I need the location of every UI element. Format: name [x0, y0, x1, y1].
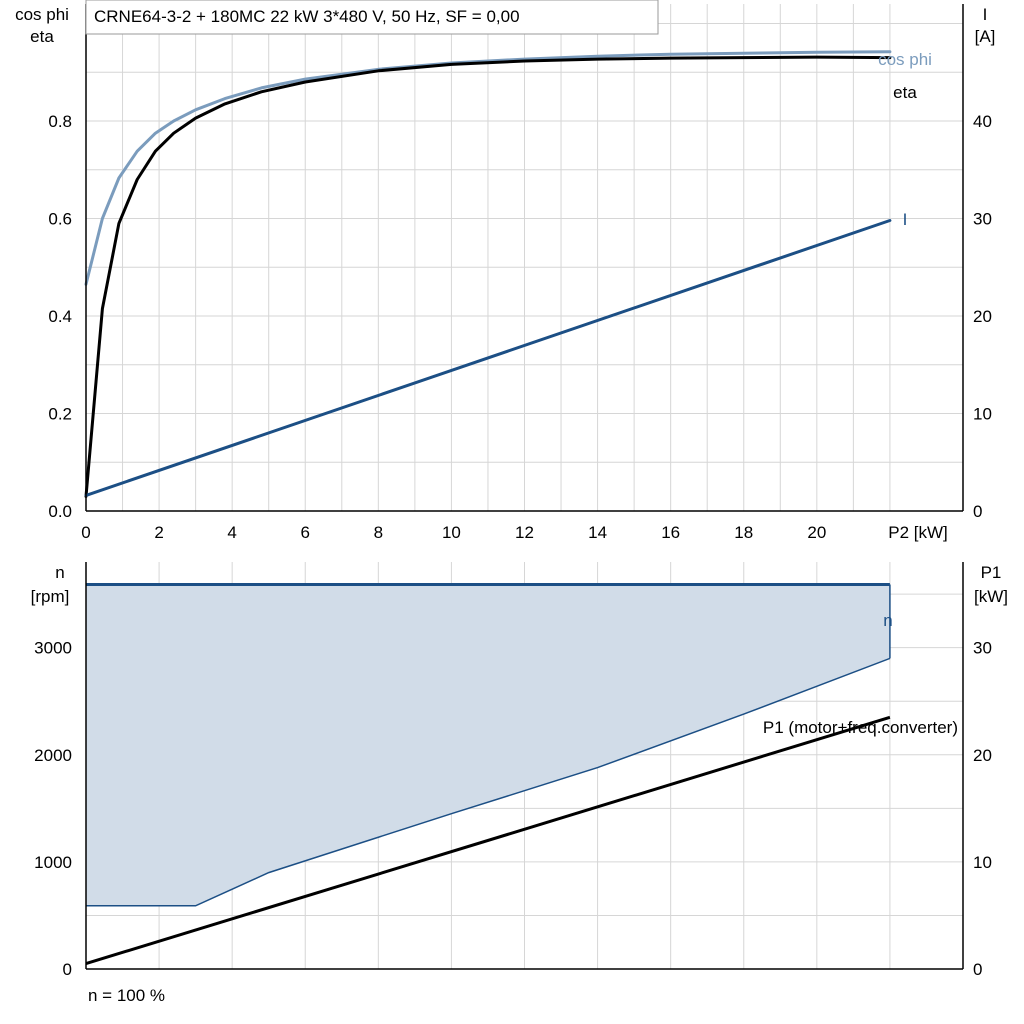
- right-axis-label-i: I: [983, 5, 988, 24]
- top-x-tick-label: 14: [588, 523, 607, 542]
- operating-range-area: [86, 584, 890, 906]
- top-x-tick-label: 18: [734, 523, 753, 542]
- top-series: [84, 50, 892, 498]
- top-left-tick-label: 0.0: [48, 502, 72, 521]
- top-x-tick-label: 12: [515, 523, 534, 542]
- bottom-series: [85, 583, 891, 966]
- current-curve: [84, 219, 892, 497]
- top-x-tick-label: 8: [374, 523, 383, 542]
- top-x-tick-label: 10: [442, 523, 461, 542]
- operating-range-lower-boundary: [86, 657, 891, 907]
- chart-title: CRNE64-3-2 + 180MC 22 kW 3*480 V, 50 Hz,…: [94, 7, 520, 26]
- top-grid: [86, 4, 963, 511]
- efficiency-current-panel: 0 2 4 6 8 10 12 14 16 18 20 0.0 0.2 0.4 0.6 0.8 0 10 20 30 4…: [15, 0, 995, 542]
- left-axis-label-rpm: [rpm]: [31, 587, 70, 606]
- top-x-tick-label: 0: [81, 523, 90, 542]
- top-right-tick-label: 40: [973, 112, 992, 131]
- bottom-tick-labels: 0 1000 2000 3000 0 10 20 30: [34, 639, 992, 979]
- top-x-tick-label: 20: [807, 523, 826, 542]
- series-label-p1: P1 (motor+freq.converter): [763, 718, 958, 737]
- eta-curve: [84, 55, 892, 498]
- top-x-tick-label: 2: [154, 523, 163, 542]
- bottom-right-tick-label: 30: [973, 639, 992, 658]
- top-left-tick-label: 0.2: [48, 405, 72, 424]
- top-left-tick-label: 0.4: [48, 307, 72, 326]
- bottom-left-tick-label: 3000: [34, 639, 72, 658]
- p1-power-curve: [85, 715, 891, 966]
- top-left-tick-label: 0.8: [48, 112, 72, 131]
- bottom-right-tick-label: 20: [973, 746, 992, 765]
- bottom-left-tick-label: 2000: [34, 746, 72, 765]
- top-x-tick-label: 4: [227, 523, 236, 542]
- right-axis-label-kw: [kW]: [974, 587, 1008, 606]
- top-right-tick-label: 30: [973, 210, 992, 229]
- series-label-cosphi: cos phi: [878, 50, 932, 69]
- speed-footnote: n = 100 %: [88, 986, 165, 1005]
- series-label-speed: n: [883, 611, 892, 630]
- top-right-tick-label: 0: [973, 502, 982, 521]
- title-box: [85, 0, 659, 35]
- top-x-tick-label: 6: [301, 523, 310, 542]
- top-x-tick-label: 16: [661, 523, 680, 542]
- bottom-left-tick-label: 1000: [34, 853, 72, 872]
- left-axis-label-eta: eta: [30, 27, 54, 46]
- top-tick-labels: 0 2 4 6 8 10 12 14 16 18 20 0.0 0.2 0.4 0.6 0.8 0 10 20 30 4…: [48, 112, 992, 542]
- series-label-current: I: [903, 210, 908, 229]
- x-axis-label: P2 [kW]: [888, 523, 948, 542]
- speed-power-panel: 0 1000 2000 3000 0 10 20 30 n [rpm] P1 [kW] n P…: [31, 562, 1008, 1005]
- top-right-tick-label: 20: [973, 307, 992, 326]
- bottom-right-tick-label: 10: [973, 853, 992, 872]
- left-axis-label-n: n: [55, 563, 64, 582]
- series-label-eta: eta: [893, 83, 917, 102]
- bottom-left-tick-label: 0: [63, 960, 72, 979]
- right-axis-label-p1: P1: [981, 563, 1002, 582]
- top-left-tick-label: 0.6: [48, 210, 72, 229]
- top-right-tick-label: 10: [973, 405, 992, 424]
- left-axis-label-cosphi: cos phi: [15, 5, 69, 24]
- bottom-right-tick-label: 0: [973, 960, 982, 979]
- right-axis-label-unit: [A]: [975, 27, 996, 46]
- cosphi-curve: [84, 50, 892, 286]
